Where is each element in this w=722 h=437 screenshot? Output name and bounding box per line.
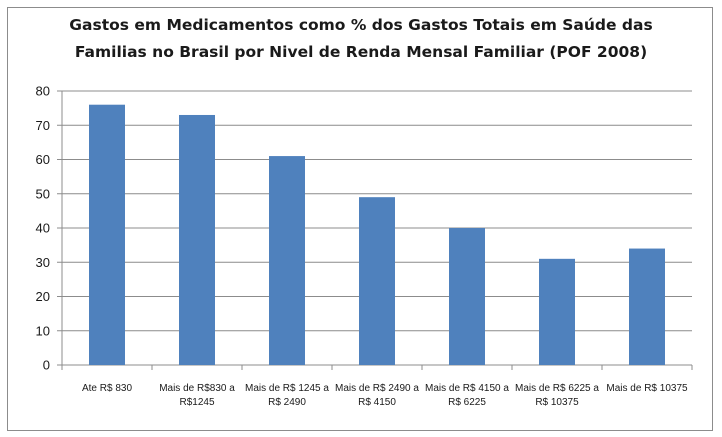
- y-tick-label: 30: [36, 255, 50, 270]
- x-tick-label: Mais de R$ 1245 a: [245, 383, 329, 394]
- bar: [359, 197, 395, 365]
- y-tick-label: 10: [36, 323, 50, 338]
- x-tick-label: Mais de R$ 6225 a: [515, 383, 599, 394]
- chart-title: Gastos em Medicamentos como % dos Gastos…: [0, 12, 722, 66]
- x-tick-label: R$ 10375: [535, 397, 579, 408]
- chart-title-line-1: Gastos em Medicamentos como % dos Gastos…: [69, 16, 653, 34]
- y-tick-label: 80: [36, 84, 50, 99]
- x-tick-label: R$ 6225: [448, 397, 486, 408]
- x-tick-label: Mais de R$ 10375: [606, 383, 688, 394]
- x-tick-label: Mais de R$ 4150 a: [425, 383, 509, 394]
- y-tick-label: 60: [36, 152, 50, 167]
- x-tick-label: Ate R$ 830: [82, 383, 132, 394]
- x-tick-label: Mais de R$ 2490 a: [335, 383, 419, 394]
- y-tick-label: 0: [43, 358, 50, 373]
- x-tick-label: R$ 2490: [268, 397, 306, 408]
- bar: [629, 248, 665, 365]
- bar: [89, 104, 125, 365]
- bar: [539, 258, 575, 365]
- bar: [449, 228, 485, 365]
- y-tick-label: 70: [36, 118, 50, 133]
- x-tick-label: R$ 4150: [358, 397, 396, 408]
- y-tick-label: 50: [36, 186, 50, 201]
- bar: [179, 114, 215, 365]
- y-tick-label: 20: [36, 289, 50, 304]
- x-tick-label: Mais de R$830 a: [159, 383, 235, 394]
- chart-title-line-2: Familias no Brasil por Nivel de Renda Me…: [74, 43, 648, 61]
- x-tick-label: R$1245: [179, 397, 214, 408]
- y-tick-label: 40: [36, 221, 50, 236]
- bar: [269, 156, 305, 365]
